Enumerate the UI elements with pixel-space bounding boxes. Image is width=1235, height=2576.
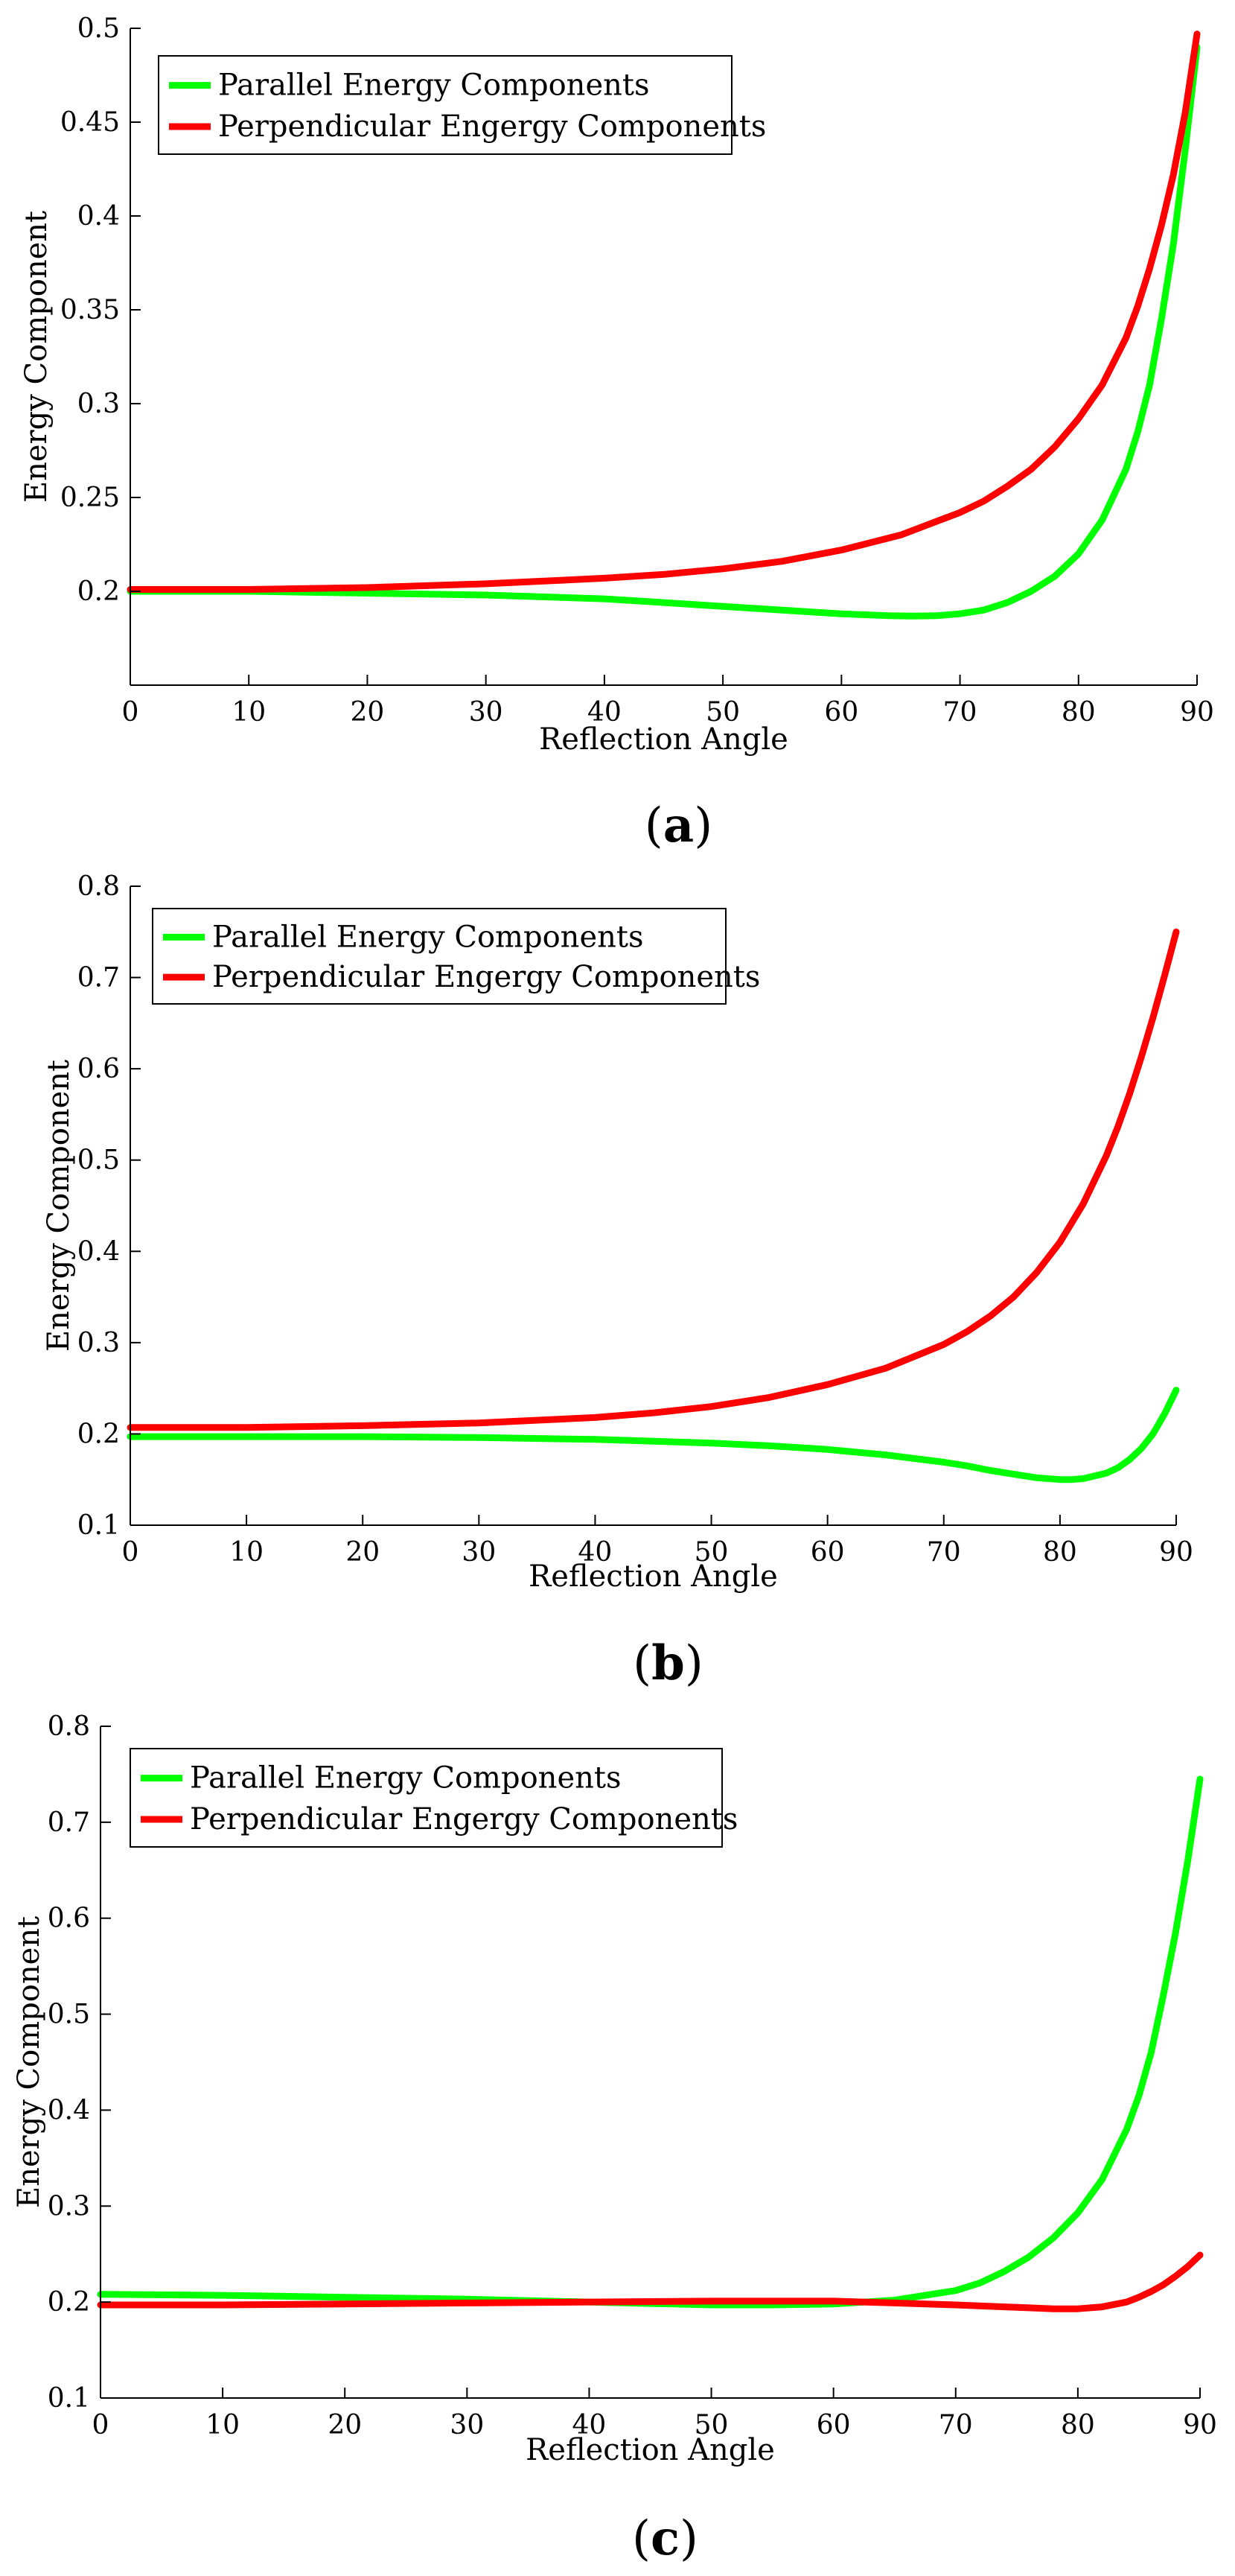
caption-open: ( (645, 798, 663, 853)
x-tick-label: 30 (462, 1537, 496, 1568)
caption-open: ( (632, 2511, 651, 2566)
caption-close: ) (685, 1636, 703, 1691)
y-axis-label: Energy Component (42, 1060, 76, 1352)
caption: (b) (633, 1635, 703, 1691)
series-line-perpendicular (127, 928, 1180, 1431)
y-tick-label: 0.6 (48, 1904, 90, 1934)
x-tick-label: 80 (1043, 1537, 1077, 1568)
y-tick-label: 0.35 (60, 295, 120, 325)
series-line-perpendicular (97, 2251, 1204, 2312)
x-tick-label: 70 (927, 1537, 961, 1568)
x-tick-label: 20 (328, 2410, 362, 2440)
legend-box (152, 908, 727, 1005)
caption-close: ) (680, 2511, 698, 2566)
x-tick-label: 10 (229, 1537, 264, 1568)
caption: (c) (632, 2510, 698, 2566)
y-axis-label: Energy Component (19, 211, 54, 503)
x-tick-label: 80 (1061, 2410, 1095, 2440)
series-line-parallel (97, 1775, 1204, 2309)
y-tick-label: 0.4 (48, 2095, 90, 2125)
x-tick-label: 60 (817, 2410, 851, 2440)
x-tick-label: 40 (572, 2410, 607, 2440)
x-tick-label: 60 (811, 1537, 845, 1568)
chart-b: 0 10 20 30 40 50 60 70 80 90 0.1 0.2 0.3 0.4 0.5 0.6 0.7… (42, 871, 1193, 1691)
caption-close: ) (694, 798, 712, 853)
legend-label-perpendicular: Perpendicular Engergy Components (190, 1802, 738, 1836)
chart-a: 0 10 20 30 40 50 60 70 80 90 0.2 0.25 0.3 0.35 0.4 0.45… (19, 13, 1214, 853)
y-tick-label: 0.1 (77, 1510, 120, 1541)
y-tick-label: 0.3 (48, 2191, 90, 2222)
y-tick-label: 0.8 (77, 871, 120, 902)
y-tick-label: 0.2 (77, 576, 120, 607)
x-tick-label: 20 (351, 697, 385, 728)
caption-letter: a (663, 798, 694, 853)
series-line-perpendicular (127, 31, 1201, 593)
y-tick-label: 0.5 (77, 1145, 120, 1176)
x-tick-label: 0 (92, 2410, 109, 2440)
legend-label-parallel: Parallel Energy Components (190, 1761, 621, 1796)
y-tick-label: 0.8 (48, 1711, 90, 1742)
y-tick-label: 0.3 (77, 389, 120, 419)
chart-c: 0 10 20 30 40 50 60 70 80 90 0.1 0.2 0.3 0.4 0.5 0.6 0.7… (12, 1711, 1217, 2566)
legend-label-parallel: Parallel Energy Components (218, 69, 649, 103)
y-tick-label: 0.3 (77, 1328, 120, 1358)
x-tick-label: 70 (943, 697, 977, 728)
x-tick-label: 30 (450, 2410, 484, 2440)
x-tick-label: 90 (1183, 2410, 1217, 2440)
series-line-parallel (127, 1387, 1180, 1483)
legend: Parallel Energy Components Perpendicular … (152, 908, 760, 1005)
caption-letter: c (651, 2510, 680, 2566)
x-axis-label: Reflection Angle (529, 1559, 778, 1594)
x-axis-label: Reflection Angle (539, 722, 788, 757)
legend-box (158, 55, 733, 155)
x-tick-label: 0 (122, 1537, 139, 1568)
y-tick-label: 0.45 (60, 107, 120, 138)
x-tick-label: 30 (469, 697, 503, 728)
series-line-parallel (127, 43, 1201, 620)
caption-letter: b (651, 1635, 685, 1691)
x-tick-label: 10 (205, 2410, 240, 2440)
legend-box (130, 1748, 723, 1848)
x-tick-label: 0 (122, 697, 139, 728)
x-tick-label: 80 (1062, 697, 1096, 728)
x-tick-label: 50 (706, 697, 740, 728)
x-tick-label: 20 (345, 1537, 380, 1568)
x-tick-label: 50 (695, 1537, 729, 1568)
y-tick-label: 0.7 (77, 963, 120, 993)
x-tick-label: 50 (695, 2410, 729, 2440)
y-tick-label: 0.25 (60, 483, 120, 513)
caption: (a) (645, 798, 712, 853)
y-tick-label: 0.5 (48, 2000, 90, 2030)
y-tick-label: 0.2 (77, 1419, 120, 1449)
x-tick-label: 90 (1159, 1537, 1193, 1568)
legend: Parallel Energy Components Perpendicular … (130, 1748, 738, 1848)
y-tick-label: 0.4 (77, 1236, 120, 1267)
legend-label-parallel: Parallel Energy Components (212, 920, 643, 954)
x-tick-label: 60 (824, 697, 858, 728)
y-tick-label: 0.5 (77, 13, 120, 44)
y-tick-label: 0.1 (48, 2383, 90, 2414)
caption-open: ( (633, 1636, 651, 1691)
x-tick-label: 70 (939, 2410, 973, 2440)
x-axis-label: Reflection Angle (526, 2433, 775, 2467)
legend: Parallel Energy Components Perpendicular … (158, 55, 766, 155)
legend-label-perpendicular: Perpendicular Engergy Components (212, 960, 760, 994)
x-tick-label: 10 (232, 697, 266, 728)
x-tick-label: 40 (578, 1537, 613, 1568)
y-axis-label: Energy Component (12, 1916, 46, 2208)
y-tick-label: 0.4 (77, 201, 120, 232)
x-tick-label: 40 (587, 697, 622, 728)
x-tick-label: 90 (1180, 697, 1214, 728)
legend-label-perpendicular: Perpendicular Engergy Components (218, 109, 766, 144)
y-tick-label: 0.6 (77, 1054, 120, 1084)
y-tick-label: 0.2 (48, 2287, 90, 2318)
y-tick-label: 0.7 (48, 1807, 90, 1838)
